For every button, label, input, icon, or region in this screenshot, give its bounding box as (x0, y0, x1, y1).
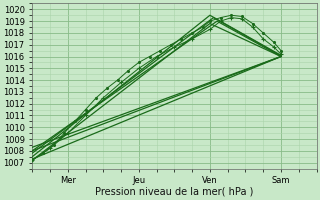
X-axis label: Pression niveau de la mer( hPa ): Pression niveau de la mer( hPa ) (95, 187, 253, 197)
